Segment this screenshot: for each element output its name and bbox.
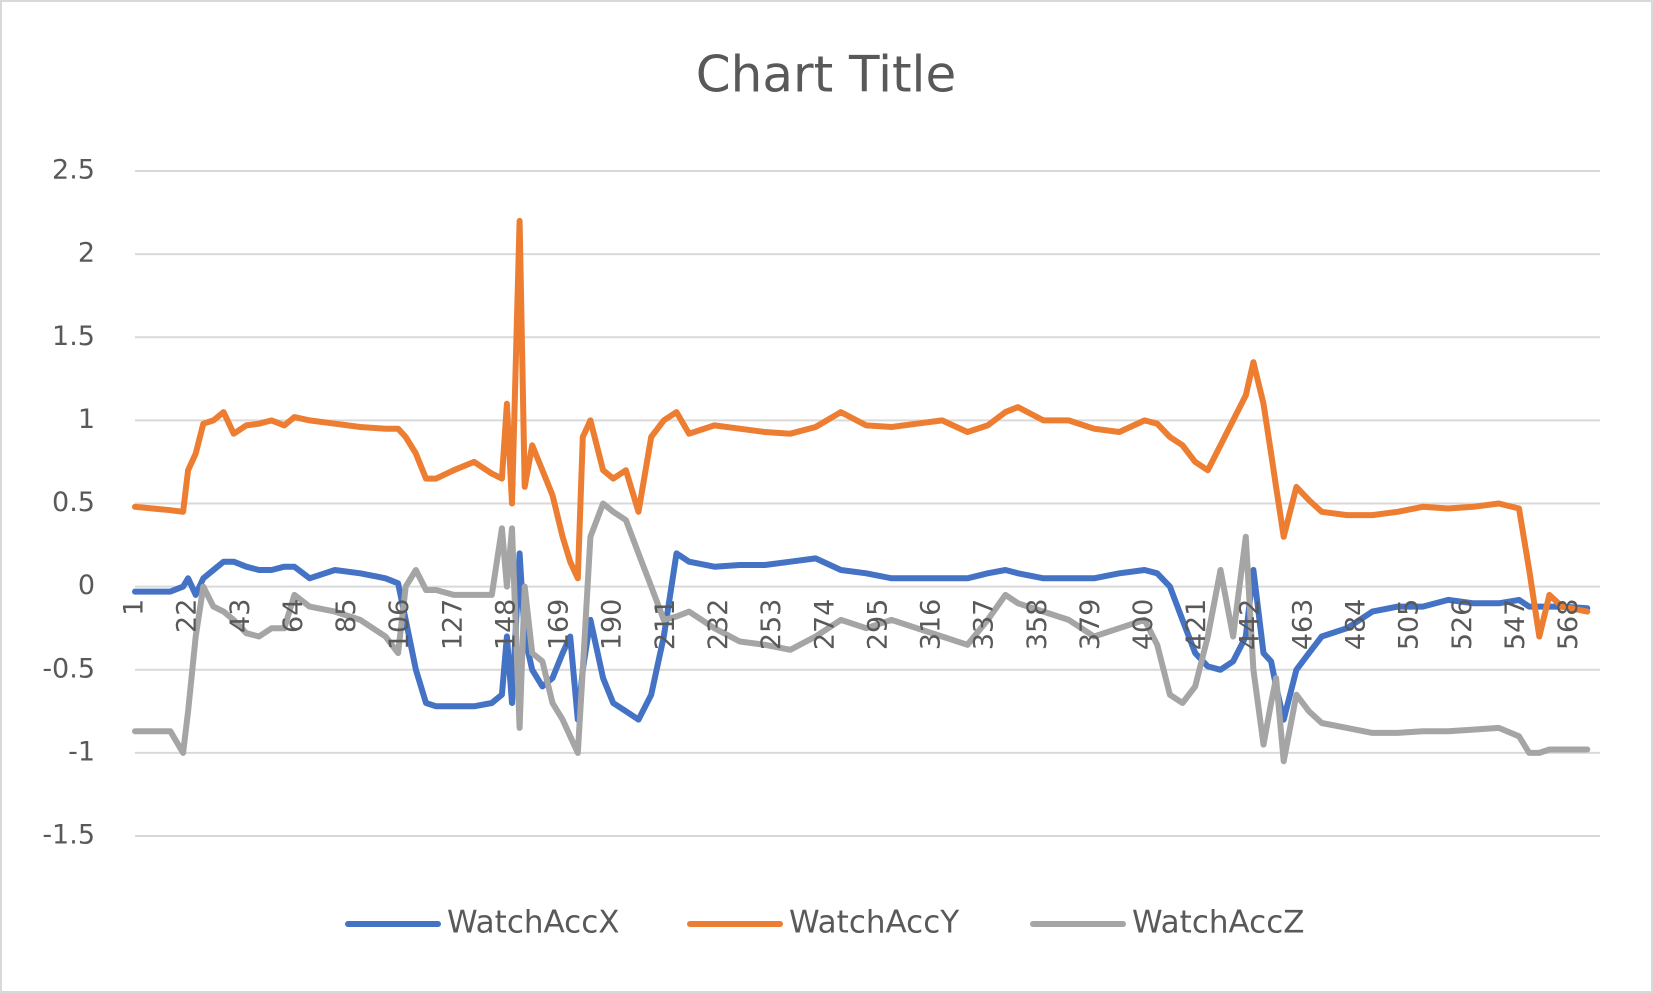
x-tick-label: 127 <box>437 599 468 651</box>
x-tick-label: 253 <box>756 599 787 651</box>
data-line <box>132 500 1591 765</box>
x-tick-label: 190 <box>597 599 628 651</box>
x-tick-label: 148 <box>490 599 521 651</box>
x-tick-label: 22 <box>172 599 203 633</box>
y-tick-label: 2 <box>78 238 95 269</box>
x-tick-label: 505 <box>1394 599 1425 651</box>
x-tick-label: 85 <box>331 599 362 633</box>
y-tick-label: 0 <box>78 570 95 601</box>
y-tick-label: -1 <box>68 736 95 767</box>
y-tick-label: 1.5 <box>52 321 95 352</box>
x-tick-label: 568 <box>1553 599 1584 651</box>
x-tick-label: 421 <box>1181 599 1212 651</box>
x-tick-label: 526 <box>1447 599 1478 651</box>
x-tick-label: 379 <box>1075 599 1106 651</box>
y-tick-label: 2.5 <box>52 155 95 186</box>
x-tick-label: 463 <box>1287 599 1318 651</box>
x-tick-label: 169 <box>544 599 575 651</box>
y-tick-label: 1 <box>78 404 95 435</box>
x-tick-label: 1 <box>119 599 150 616</box>
y-tick-label: -0.5 <box>42 653 95 684</box>
legend-label: WatchAccZ <box>1132 905 1305 941</box>
x-tick-label: 64 <box>278 599 309 633</box>
x-tick-label: 211 <box>650 599 681 651</box>
x-tick-label: 316 <box>916 599 947 651</box>
x-tick-label: 358 <box>1022 599 1053 651</box>
legend-label: WatchAccX <box>447 905 620 941</box>
y-tick-label: 0.5 <box>52 487 95 518</box>
x-tick-label: 274 <box>809 599 840 651</box>
x-tick-label: 547 <box>1500 599 1531 651</box>
x-tick-label: 232 <box>703 599 734 651</box>
x-tick-label: 43 <box>225 599 256 633</box>
x-tick-label: 106 <box>384 599 415 651</box>
x-tick-label: 484 <box>1341 599 1372 651</box>
y-tick-label: -1.5 <box>42 820 95 851</box>
legend-label: WatchAccY <box>789 905 959 941</box>
x-tick-label: 295 <box>862 599 893 651</box>
data-line <box>132 217 1591 640</box>
x-tick-label: 400 <box>1128 599 1159 651</box>
data-line <box>132 550 1591 723</box>
x-tick-label: 442 <box>1234 599 1265 651</box>
x-tick-label: 337 <box>969 599 1000 651</box>
chart-title: Chart Title <box>696 46 956 104</box>
